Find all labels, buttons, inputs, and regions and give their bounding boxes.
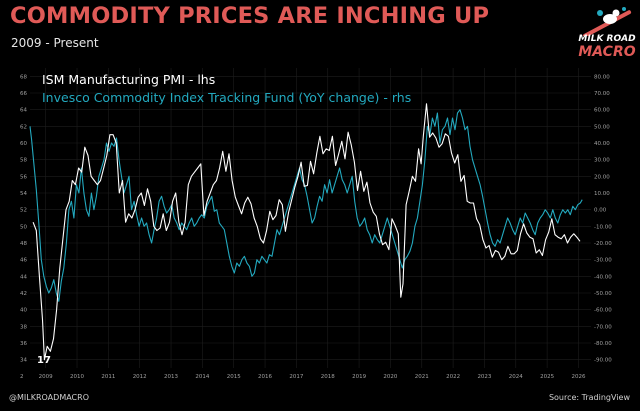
x-axis-tick: 2023 <box>477 374 491 380</box>
milk-road-macro-logo: MILK ROAD MACRO <box>578 4 636 64</box>
left-axis-tick: 36 <box>20 341 27 347</box>
left-axis-tick: 46 <box>20 258 27 264</box>
rocket-cow-icon <box>582 7 632 36</box>
x-axis-tick: 2009 <box>39 374 53 380</box>
x-axis-tick: 2013 <box>164 374 178 380</box>
left-axis-tick: 44 <box>20 274 27 280</box>
right-axis-tick: -20.00 <box>594 241 612 247</box>
legend-ism: ISM Manufacturing PMI - lhs <box>42 72 216 87</box>
right-axis-tick: 10.00 <box>594 191 610 197</box>
x-axis-tick: 2019 <box>352 374 366 380</box>
left-axis-tick: 62 <box>20 124 27 130</box>
x-axis-tick: 2016 <box>258 374 272 380</box>
legend-invesco: Invesco Commodity Index Tracking Fund (Y… <box>42 90 412 105</box>
right-axis-tick: -70.00 <box>594 324 612 330</box>
x-axis-tick: 2012 <box>133 374 147 380</box>
right-axis-tick: 70.00 <box>594 91 610 97</box>
left-axis-tick: 56 <box>20 174 27 180</box>
left-axis-tick: 66 <box>20 91 27 97</box>
right-axis-tick: -30.00 <box>594 258 612 264</box>
left-axis-tick: 48 <box>20 241 27 247</box>
chart-title: COMMODITY PRICES ARE INCHING UP <box>10 3 490 29</box>
x-axis-tick: 2015 <box>227 374 241 380</box>
chart-subtitle: 2009 - Present <box>11 36 99 50</box>
right-axis-tick: 40.00 <box>594 141 610 147</box>
x-axis-tick: 2022 <box>446 374 460 380</box>
left-axis-tick: 50 <box>20 224 27 230</box>
right-axis-tick: 50.00 <box>594 124 610 130</box>
footer-source: Source: TradingView <box>548 393 630 402</box>
left-axis-tick: 52 <box>20 208 27 214</box>
right-axis-tick: 20.00 <box>594 174 610 180</box>
x-axis-tick: 2026 <box>571 374 585 380</box>
x-axis-tick: 2021 <box>415 374 429 380</box>
ism-pmi-line <box>32 103 581 361</box>
right-axis-tick: -60.00 <box>594 308 612 314</box>
x-axis-tick: 2011 <box>101 374 115 380</box>
left-axis-tick: 42 <box>20 291 27 297</box>
x-axis-tick: 2020 <box>383 374 397 380</box>
x-axis-tick: 2017 <box>289 374 303 380</box>
x-axis-tick: 2025 <box>540 374 554 380</box>
left-axis-tick: 60 <box>20 141 27 147</box>
right-axis-tick: -80.00 <box>594 341 612 347</box>
right-axis-tick: -50.00 <box>594 291 612 297</box>
tradingview-mark: 17 <box>37 355 51 366</box>
right-axis-tick: -40.00 <box>594 274 612 280</box>
right-axis-tick: 0.00 <box>594 208 607 214</box>
left-axis-tick: 68 <box>20 74 27 80</box>
right-axis-tick: -10.00 <box>594 224 612 230</box>
logo-line-2: MACRO <box>578 44 636 60</box>
x-axis-tick: 2018 <box>321 374 335 380</box>
logo-line-1: MILK ROAD <box>578 34 636 44</box>
footer-handle: @MILKROADMACRO <box>9 393 89 402</box>
right-axis-tick: -90.00 <box>594 358 612 364</box>
right-axis-tick: 80.00 <box>594 74 610 80</box>
right-axis-tick: 60.00 <box>594 108 610 114</box>
x-axis-tick: 2024 <box>509 374 523 380</box>
left-axis-tick: 54 <box>20 191 27 197</box>
x-axis-tick: 2014 <box>195 374 209 380</box>
x-axis-tick: 2010 <box>70 374 84 380</box>
left-axis-tick: 40 <box>20 308 27 314</box>
left-axis-tick: 58 <box>20 158 27 164</box>
left-axis-tick: 38 <box>20 324 27 330</box>
left-axis-tick: 34 <box>20 358 27 364</box>
x-axis-start-tick: 2 <box>20 374 24 380</box>
left-axis-tick: 64 <box>20 108 27 114</box>
right-axis-tick: 30.00 <box>594 158 610 164</box>
invesco-yoy-line <box>29 109 583 302</box>
